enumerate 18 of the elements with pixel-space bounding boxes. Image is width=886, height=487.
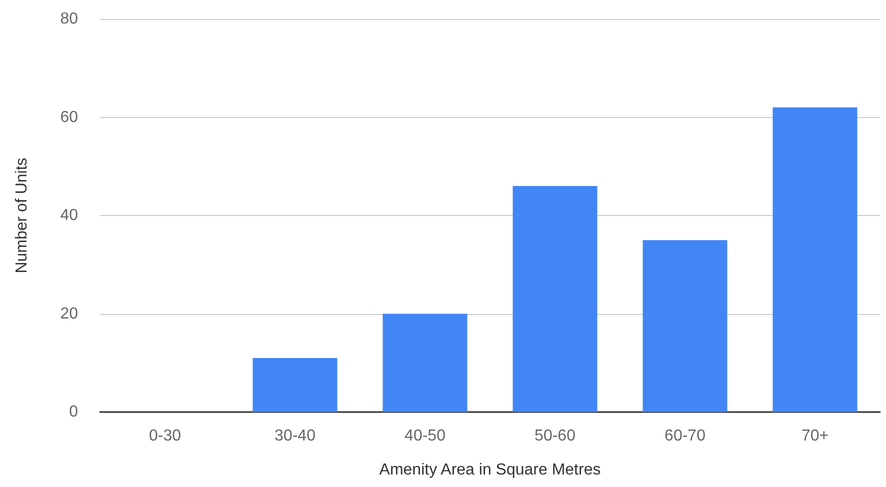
bar [252,358,338,412]
y-tick-label: 80 [60,10,78,28]
y-tick-label: 40 [60,207,78,224]
x-tick-label: 60-70 [664,428,706,444]
y-tick-label: 60 [60,108,78,126]
x-tick-label: 40-50 [404,428,446,444]
y-tick-label: 0 [69,404,78,420]
y-tick-label: 20 [60,305,78,322]
bar [512,186,598,412]
x-tick-label: 70+ [801,428,829,444]
x-tick-label: 50-60 [534,428,576,444]
bar [382,314,468,412]
x-tick-label: 30-40 [274,428,316,444]
y-axis-title: Number of Units [14,158,30,274]
bar [642,240,728,412]
x-tick-label: 0-30 [148,428,182,444]
x-axis-title: Amenity Area in Square Metres [379,462,601,478]
bar [772,107,858,412]
